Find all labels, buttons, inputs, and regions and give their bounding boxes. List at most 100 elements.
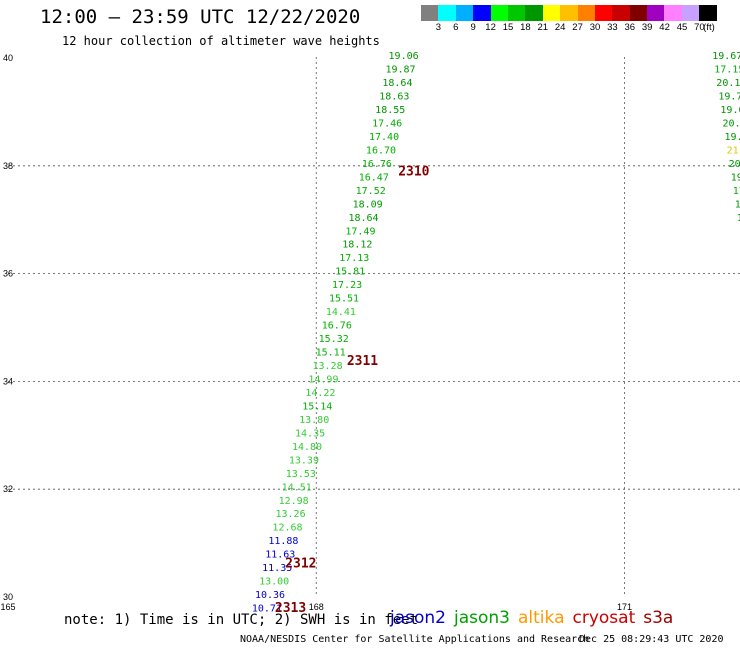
wave-height-label: 18.63 <box>379 92 409 103</box>
wave-height-label: 19.06 <box>389 51 419 62</box>
satellite-legend-entry: cryosat <box>572 608 636 628</box>
chart-subtitle: 12 hour collection of altimeter wave hei… <box>62 34 380 48</box>
color-swatch <box>594 5 613 21</box>
wave-height-label: 18.12 <box>342 240 372 251</box>
wave-height-label: 19.87 <box>385 65 415 76</box>
satellite-legend-entry: altika <box>518 608 565 628</box>
wave-height-label: 17.46 <box>372 118 402 129</box>
x-tick-label: 171 <box>617 602 632 612</box>
color-scale-tick-label: 39 <box>641 22 653 33</box>
color-swatch <box>438 5 456 21</box>
y-tick-label: 38 <box>3 161 13 171</box>
wave-height-label: 20.20 <box>729 159 740 170</box>
color-swatch <box>699 5 717 21</box>
wave-height-label: 12.98 <box>279 496 309 507</box>
color-swatch <box>681 5 700 21</box>
wave-height-label: 13.53 <box>286 469 316 480</box>
time-label: 2311 <box>347 354 378 369</box>
color-swatch <box>577 5 595 21</box>
color-scale-tick-label: 33 <box>607 22 618 33</box>
wave-height-label: 15.14 <box>302 401 332 412</box>
wave-height-label: 16.76 <box>322 321 352 332</box>
wave-height-label: 15.11 <box>316 348 346 359</box>
satellite-legend: jason2 jason3 altika cryosat s3a <box>390 608 681 628</box>
wave-height-label: 13.26 <box>276 509 306 520</box>
color-scale-tick-label: 3 <box>435 22 442 33</box>
wave-height-label: 14.22 <box>305 388 335 399</box>
wave-height-label: 14.99 <box>308 374 338 385</box>
color-swatch <box>455 5 474 21</box>
wave-height-label: 19.30 <box>731 172 740 183</box>
color-swatch <box>560 5 578 21</box>
wave-height-label: 20.19 <box>716 78 740 89</box>
y-tick-label: 34 <box>3 376 13 386</box>
wave-height-label: 17.13 <box>339 253 369 264</box>
wave-height-label: 15.32 <box>319 334 349 345</box>
color-scale-tick-label: 21 <box>537 22 549 33</box>
wave-height-label: 19.14 <box>737 213 740 224</box>
wave-height-label: 16.70 <box>366 145 396 156</box>
color-swatch <box>473 5 491 21</box>
wave-height-label: 17.52 <box>356 186 386 197</box>
wave-height-label: 17.23 <box>332 280 362 291</box>
satellite-legend-entry: s3a <box>643 608 674 628</box>
color-scale-tick-label: (ft) <box>703 22 715 33</box>
wave-height-label: 19.76 <box>718 92 740 103</box>
color-scale-tick-label: 70 <box>694 22 705 33</box>
color-scale-tick-label: 45 <box>676 22 688 33</box>
satellite-legend-entry: jason3 <box>454 608 510 628</box>
wave-height-label: 17.64 <box>733 186 740 197</box>
wave-height-label: 13.39 <box>289 455 319 466</box>
color-scale-tick-label: 9 <box>470 22 476 33</box>
color-scale-bar <box>421 5 717 21</box>
time-labels: 2310231123122313163316331632163116311630… <box>275 165 430 617</box>
wave-height-label: 14.35 <box>295 428 325 439</box>
wave-height-label: 10.36 <box>255 590 285 601</box>
color-swatch <box>525 5 543 21</box>
color-scale-ticks: 3 6 9 12 15 18 21 24 27 30 33 36 39 42 45 70 (ft) <box>421 22 736 34</box>
wave-height-label: 19.61 <box>739 226 740 237</box>
wave-height-label: 16.76 <box>362 159 392 170</box>
wave-height-label: 13.28 <box>312 361 342 372</box>
wave-height-label: 19.67 <box>712 51 740 62</box>
color-swatch <box>507 5 526 21</box>
wave-height-label: 14.41 <box>326 307 356 318</box>
wave-height-label: 11.63 <box>265 550 295 561</box>
color-scale-tick-label: 15 <box>502 22 514 33</box>
color-swatch <box>542 5 561 21</box>
wave-height-label: 16.47 <box>359 172 389 183</box>
wave-height-label: 18.64 <box>382 78 412 89</box>
wave-height-label: 13.00 <box>259 577 289 588</box>
wave-height-label: 11.35 <box>262 563 292 574</box>
color-swatch <box>629 5 648 21</box>
x-tick-label: 165 <box>0 602 15 612</box>
y-tick-label: 30 <box>3 592 13 602</box>
wave-height-label: 19.38 <box>735 199 740 210</box>
color-scale-tick-label: 6 <box>453 22 459 33</box>
color-swatch <box>490 5 508 21</box>
color-scale-tick-label: 24 <box>554 22 566 33</box>
wave-height-label: 12.68 <box>272 523 302 534</box>
wave-height-label: 20.57 <box>722 118 740 129</box>
wave-height-label: 19.39 <box>725 132 740 143</box>
color-swatch <box>664 5 682 21</box>
color-scale-tick-label: 12 <box>485 22 496 33</box>
axis-tick-labels: 165168171174177303234363840 <box>0 53 632 612</box>
wave-height-label: 17.40 <box>369 132 399 143</box>
chart-title: 12:00 – 23:59 UTC 12/22/2020 <box>40 6 361 28</box>
wave-height-label: 17.15 <box>714 65 740 76</box>
wave-height-label: 18.55 <box>375 105 405 116</box>
footer-credit: NOAA/NESDIS Center for Satellite Applica… <box>240 634 590 645</box>
y-tick-label: 32 <box>3 484 13 494</box>
wave-height-label: 17.49 <box>345 226 375 237</box>
y-tick-label: 36 <box>3 269 13 279</box>
footer-timestamp: Dec 25 08:29:43 UTC 2020 <box>579 634 724 645</box>
wave-height-label: 13.80 <box>299 415 329 426</box>
color-scale-tick-label: 42 <box>659 22 670 33</box>
wave-height-label: 21.17 <box>727 145 740 156</box>
color-swatch <box>612 5 630 21</box>
grid-lines <box>8 57 740 597</box>
satellite-legend-entry: jason2 <box>390 608 446 628</box>
time-label: 2312 <box>285 556 316 571</box>
